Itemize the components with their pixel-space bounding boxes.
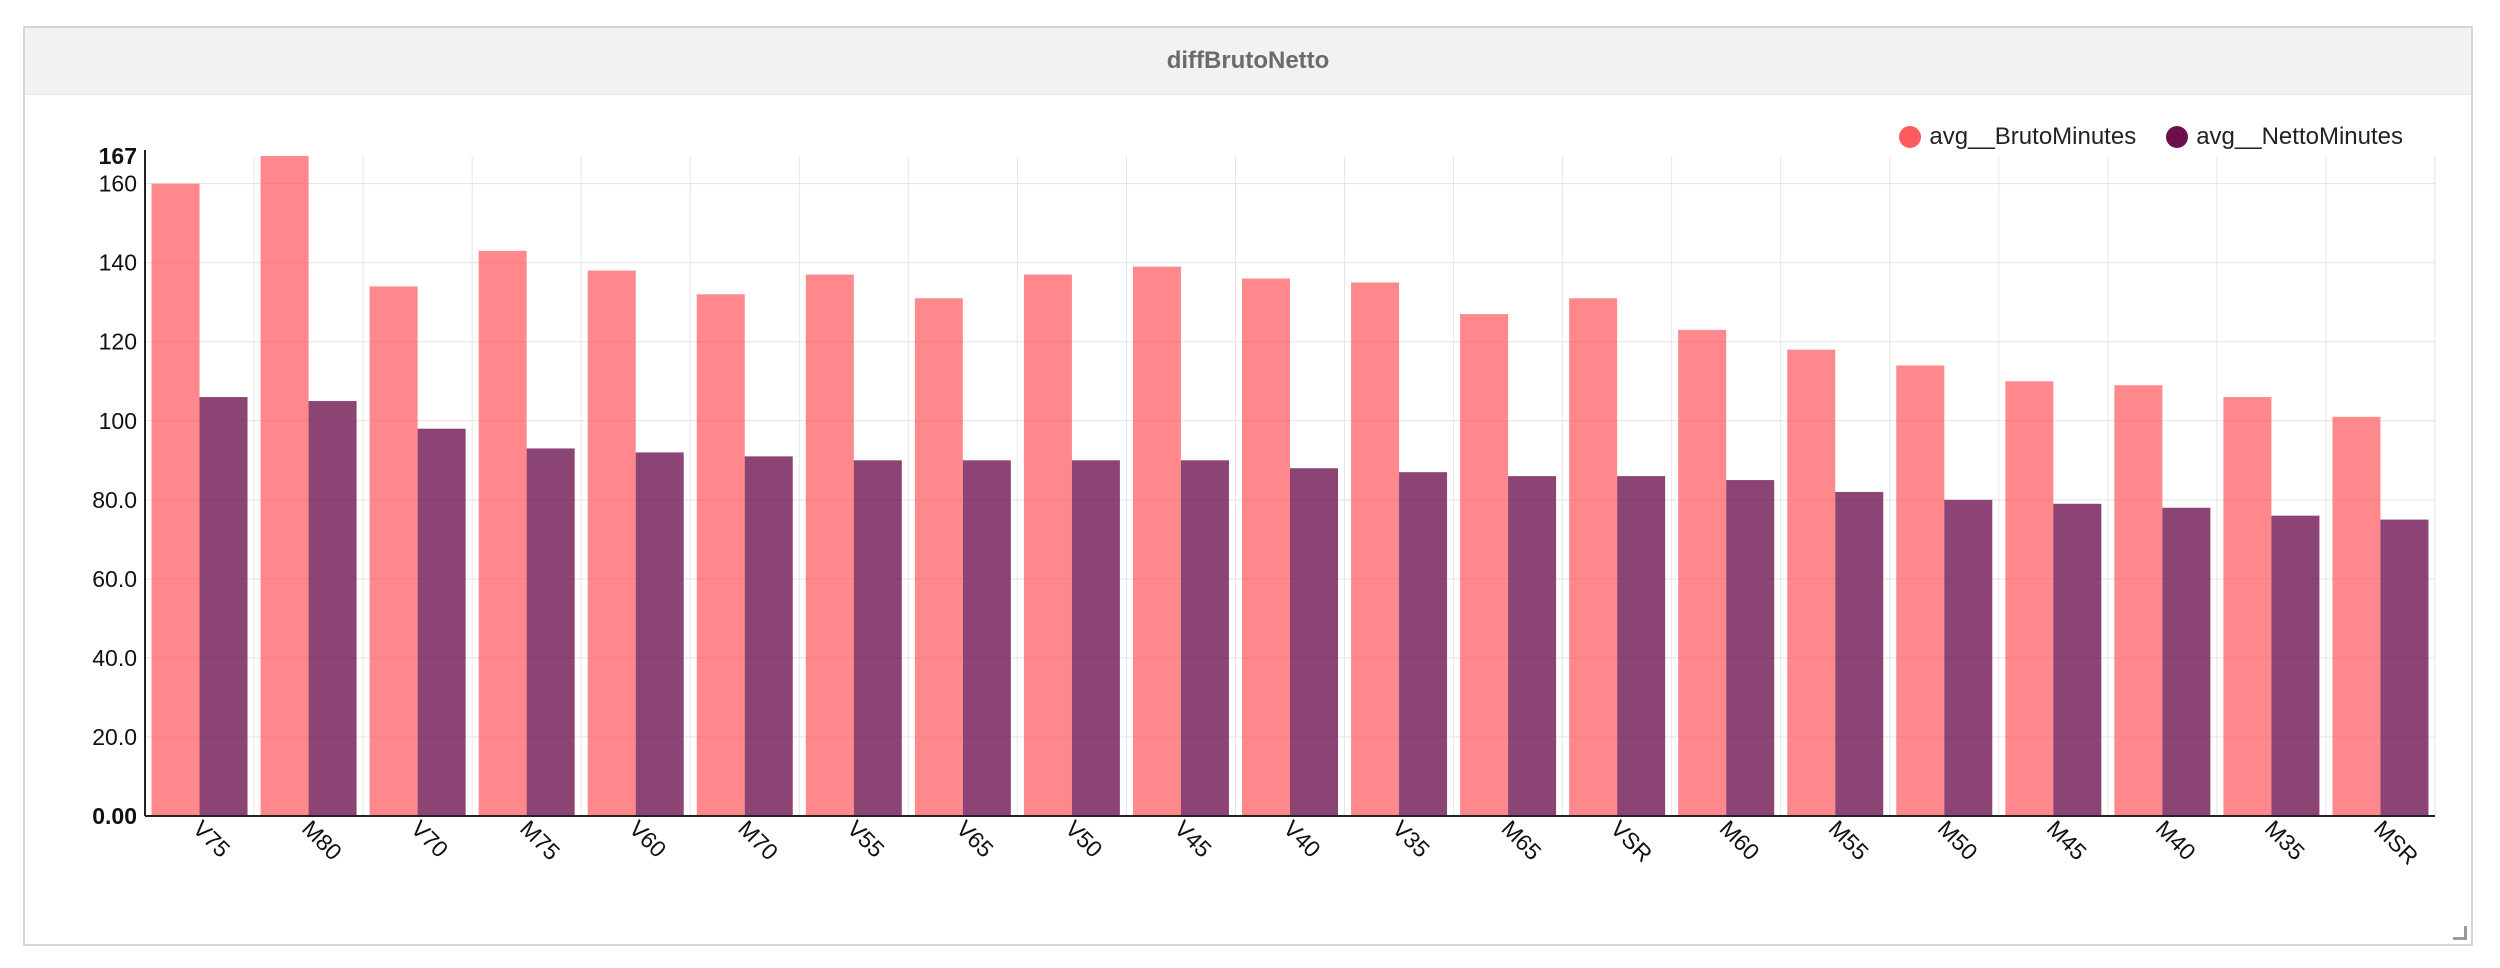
legend: avg__BrutoMinutes avg__NettoMinutes — [1899, 123, 2403, 151]
bar-netto — [1180, 460, 1229, 816]
bar-netto — [1071, 460, 1120, 816]
y-tick-label: 80.0 — [92, 487, 137, 513]
resize-handle-icon[interactable] — [2453, 926, 2467, 940]
bar-netto — [1835, 491, 1884, 816]
bar-bruto — [1460, 314, 1509, 816]
x-tick-label: M55 — [1824, 815, 1874, 865]
bar-bruto — [805, 274, 854, 816]
bar-netto — [417, 428, 466, 816]
x-tick-label: M60 — [1715, 815, 1765, 865]
chart-panel: diffBrutoNetto 0.00 20.0 40.0 60.0 80.0 100 12… — [23, 26, 2473, 946]
y-tick-label: 140 — [99, 250, 137, 276]
y-tick-label: 20.0 — [92, 724, 137, 750]
bar-bruto — [2332, 416, 2381, 816]
x-tick-label: V75 — [188, 815, 235, 862]
bar-netto — [1508, 476, 1557, 816]
bar-bruto — [1023, 274, 1072, 816]
bar-bruto — [1132, 266, 1181, 816]
bar-netto — [2271, 515, 2320, 816]
bar-bruto — [1569, 298, 1618, 816]
x-tick-label: M45 — [2042, 815, 2092, 865]
x-tick-label: M80 — [297, 815, 347, 865]
legend-label-bruto: avg__BrutoMinutes — [1929, 123, 2137, 150]
x-tick-label: M65 — [1497, 815, 1547, 865]
legend-label-netto: avg__NettoMinutes — [2196, 123, 2403, 150]
bar-bruto — [478, 250, 527, 817]
bar-netto — [962, 460, 1011, 816]
bar-bruto — [1896, 365, 1945, 816]
bar-netto — [853, 460, 902, 816]
bar-netto — [1290, 468, 1338, 816]
bar-netto — [308, 401, 357, 816]
x-tick-label: M75 — [515, 815, 565, 865]
y-tick-label: 120 — [99, 329, 137, 355]
x-tick-label: V45 — [1169, 815, 1216, 862]
x-tick-label: V35 — [1388, 815, 1435, 862]
legend-item-netto[interactable]: avg__NettoMinutes — [2166, 123, 2403, 151]
legend-item-bruto[interactable]: avg__BrutoMinutes — [1899, 123, 2136, 151]
bar-bruto — [696, 294, 745, 816]
bar-bruto — [1678, 329, 1727, 816]
panel-title: diffBrutoNetto — [1166, 47, 1330, 74]
y-tick-label: 40.0 — [92, 645, 137, 671]
x-tick-label: M35 — [2260, 815, 2310, 865]
bar-bruto — [2114, 385, 2163, 816]
y-tick-label: 167 — [99, 143, 137, 169]
x-tick-label: V70 — [406, 815, 453, 862]
bar-bruto — [1787, 349, 1836, 816]
bar-netto — [635, 452, 684, 816]
bar-bruto — [369, 286, 418, 816]
bar-bruto — [1351, 282, 1400, 817]
bar-netto — [199, 397, 248, 816]
legend-swatch-bruto — [1899, 126, 1922, 148]
y-tick-label: 160 — [99, 171, 137, 197]
x-tick-label: V55 — [842, 815, 889, 862]
y-tick-label: 0.00 — [92, 803, 137, 829]
x-tick-label: MSR — [2369, 815, 2424, 870]
bar-netto — [2380, 519, 2429, 816]
x-tick-label: M40 — [2151, 815, 2201, 865]
bar-bruto — [2223, 397, 2272, 816]
bar-netto — [744, 456, 793, 816]
bar-bruto — [260, 156, 309, 816]
y-tick-label: 100 — [99, 408, 137, 434]
panel-header[interactable]: diffBrutoNetto — [25, 28, 2471, 95]
legend-swatch-netto — [2166, 126, 2189, 148]
x-tick-label: M50 — [1933, 815, 1983, 865]
x-tick-label: V60 — [624, 815, 671, 862]
x-tick-label: V50 — [1060, 815, 1107, 862]
bar-bruto — [1242, 278, 1290, 816]
bar-netto — [1399, 472, 1448, 816]
bar-netto — [1726, 480, 1775, 816]
y-tick-label: 60.0 — [92, 566, 137, 592]
bar-netto — [2162, 507, 2211, 816]
x-tick-label: M70 — [733, 815, 783, 865]
bar-bruto — [151, 183, 200, 816]
bar-bruto — [914, 298, 963, 816]
bar-netto — [1617, 476, 1666, 816]
x-tick-label: VSR — [1606, 815, 1658, 867]
bar-bruto — [2005, 381, 2054, 816]
bar-netto — [2053, 503, 2102, 816]
x-tick-label: V65 — [951, 815, 998, 862]
bar-netto — [526, 448, 575, 816]
bar-netto — [1944, 499, 1993, 816]
bar-bruto — [587, 270, 636, 816]
x-tick-label: V40 — [1278, 815, 1325, 862]
